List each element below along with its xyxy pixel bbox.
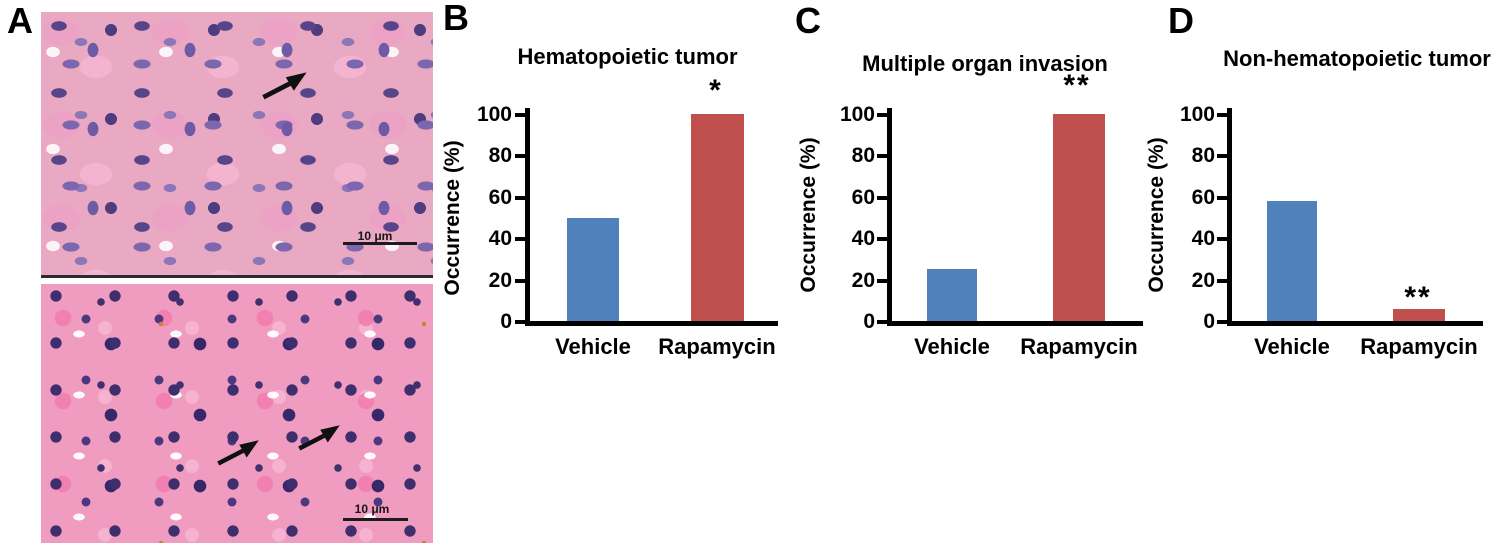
bar-vehicle: [1267, 200, 1317, 321]
significance-marker: **: [1063, 69, 1091, 102]
x-axis: [525, 321, 778, 326]
y-tick-mark: [877, 279, 887, 283]
y-tick-mark: [877, 113, 887, 117]
panel-c-chart: C Multiple organ invasion Occurrence (%)…: [790, 0, 1150, 375]
y-tick-label: 80: [488, 144, 512, 167]
chart-title: Multiple organ invasion: [862, 51, 1108, 76]
y-tick-label: 40: [488, 227, 512, 250]
bar-vehicle: [567, 217, 619, 321]
y-tick-mark: [515, 237, 525, 241]
plot-area: [1229, 110, 1483, 321]
arrow-icon: [262, 72, 307, 100]
bar-rapamycin: [1393, 308, 1445, 321]
histology-image-bottom: 10 μm: [41, 284, 433, 543]
chart-title: Non-hematopoietic tumor: [1223, 46, 1491, 71]
bar-rapamycin: [691, 114, 744, 321]
y-tick-label: 60: [1191, 186, 1215, 209]
y-axis: [1227, 108, 1232, 326]
y-tick-mark: [1217, 154, 1227, 158]
bar-rapamycin: [1053, 114, 1105, 321]
y-tick-mark: [877, 196, 887, 200]
y-tick-label: 100: [1179, 103, 1215, 126]
y-tick-label: 40: [1191, 227, 1215, 250]
y-tick-label: 20: [1191, 269, 1215, 292]
y-tick-label: 20: [488, 269, 512, 292]
y-tick-label: 20: [851, 269, 875, 292]
arrow-icon: [217, 440, 259, 466]
y-axis: [887, 108, 892, 326]
y-tick-mark: [1217, 196, 1227, 200]
y-tick-label: 0: [863, 310, 875, 333]
y-tick-mark: [1217, 279, 1227, 283]
significance-marker: **: [1404, 281, 1432, 314]
panel-a-label: A: [7, 0, 33, 41]
x-category-vehicle: Vehicle: [914, 334, 990, 359]
y-tick-mark: [515, 279, 525, 283]
scale-bar-label: 10 μm: [354, 502, 390, 516]
scale-bar-label: 10 μm: [357, 229, 393, 243]
y-tick-label: 0: [1203, 310, 1215, 333]
plot-area: [889, 110, 1143, 321]
histology-image-top: 10 μm: [41, 12, 433, 278]
y-tick-label: 80: [851, 144, 875, 167]
y-tick-mark: [877, 154, 887, 158]
y-tick-label: 100: [839, 103, 875, 126]
plot-area: [527, 110, 778, 321]
y-tick-mark: [877, 320, 887, 324]
x-category-rapamycin: Rapamycin: [658, 334, 776, 359]
x-axis: [887, 321, 1143, 326]
panel-d-label: D: [1168, 0, 1194, 41]
panel-d-chart: D Non-hematopoietic tumor Occurrence (%)…: [1130, 0, 1504, 375]
chart-title: Hematopoietic tumor: [517, 44, 738, 69]
y-tick-label: 40: [851, 227, 875, 250]
y-tick-label: 100: [476, 103, 512, 126]
y-axis-label: Occurrence (%): [441, 140, 464, 296]
x-category-vehicle: Vehicle: [1254, 334, 1330, 359]
y-axis: [525, 108, 530, 326]
y-tick-mark: [515, 154, 525, 158]
x-category-rapamycin: Rapamycin: [1020, 334, 1138, 359]
panel-b-label: B: [443, 0, 469, 38]
panel-c-label: C: [795, 0, 821, 41]
y-tick-mark: [515, 113, 525, 117]
y-tick-mark: [515, 196, 525, 200]
scale-bar: [343, 242, 417, 245]
y-axis-label: Occurrence (%): [797, 137, 820, 293]
y-tick-mark: [515, 320, 525, 324]
bar-vehicle: [927, 269, 977, 321]
y-tick-mark: [1217, 320, 1227, 324]
arrow-icon: [298, 425, 340, 451]
scale-bar: [343, 518, 408, 521]
y-tick-mark: [1217, 113, 1227, 117]
y-tick-label: 80: [1191, 144, 1215, 167]
x-category-rapamycin: Rapamycin: [1360, 334, 1478, 359]
significance-marker: *: [709, 74, 723, 107]
y-tick-label: 0: [500, 310, 512, 333]
y-tick-label: 60: [851, 186, 875, 209]
y-tick-label: 60: [488, 186, 512, 209]
x-axis: [1227, 321, 1483, 326]
y-tick-mark: [1217, 237, 1227, 241]
y-tick-mark: [877, 237, 887, 241]
panel-b-chart: B Hematopoietic tumor Occurrence (%) 100…: [430, 0, 790, 375]
x-category-vehicle: Vehicle: [555, 334, 631, 359]
